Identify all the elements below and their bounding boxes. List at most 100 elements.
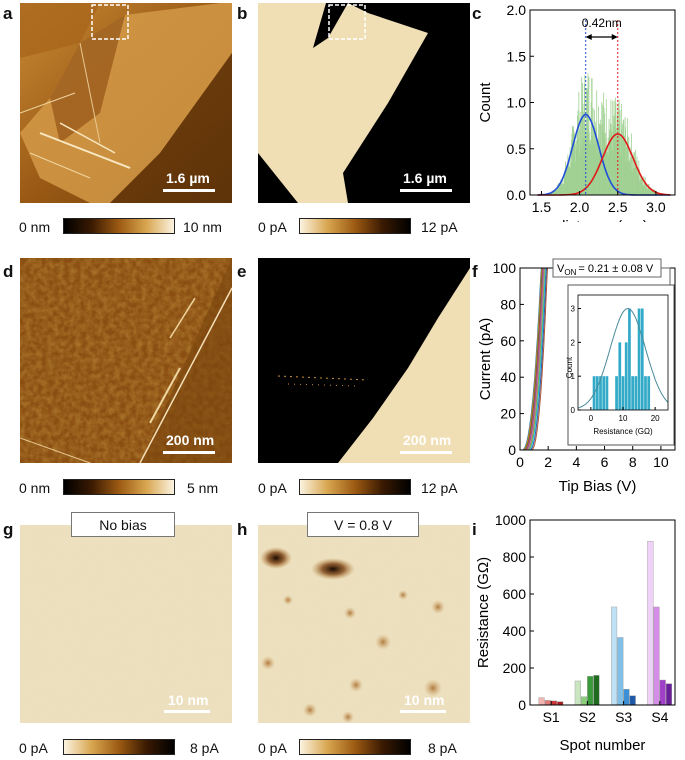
histogram-bar [561,183,563,195]
histogram-bar [598,123,600,195]
histogram-bar [589,143,591,195]
histogram-bar [562,179,564,195]
histogram-bar [620,104,622,195]
histogram-bar [558,183,560,195]
y-tick-label: 0.5 [507,141,527,157]
histogram-bar [645,187,647,195]
inset-fit-curve [577,307,669,409]
histogram-bar [557,188,559,195]
inset-x-tick-label: 20 [651,414,660,423]
histogram-bar [642,185,644,195]
histogram-bar [612,100,614,195]
histogram-bar [575,144,577,195]
y-tick-label: 100 [493,260,517,276]
colorbar-min-e: 0 pA [258,480,287,496]
histogram-bar [581,116,583,195]
histogram-bar [608,118,610,195]
panel-c-label: c [472,4,482,23]
resistance-bar [611,606,618,706]
colorbar-max-e: 12 pA [421,480,458,496]
histogram-bar [590,102,592,195]
histogram-bar [586,88,588,195]
histogram-bar [621,124,623,195]
histogram-bar [580,145,582,195]
inset-bar [618,342,622,410]
histogram-bar [644,180,646,195]
histogram-bar [630,170,632,195]
histogram-bar [564,170,566,195]
histogram-bar [638,160,640,195]
histogram-bar [593,109,595,195]
inset-y-axis-label: Count [565,356,574,378]
resistance-bar [653,606,660,706]
resistance-bar [544,700,551,706]
y-tick-label: 400 [503,623,527,639]
histogram-bar [649,187,651,195]
histogram-bar [588,132,590,195]
colorbar-d [63,479,175,495]
histogram-bar [631,171,633,195]
histogram-bar [614,115,615,195]
x-tick-label: 2 [544,454,552,470]
histogram-bar [597,139,599,195]
inset-x-axis-label: Resistance (GΩ) [593,427,653,436]
histogram-bar [639,180,641,195]
x-axis-label: Spot number [560,737,646,754]
x-tick-label: 4 [572,454,580,470]
scale-bar-a [163,189,215,192]
x-axis-label: distance (nm) [557,218,648,222]
scale-bar-label-h: 10 nm [404,692,445,708]
panel-e-label: e [237,262,247,281]
histogram-bar [631,152,633,195]
histogram-bar [622,139,624,195]
histogram-bar [560,179,562,195]
histogram-bar [567,154,569,195]
y-tick-label: 60 [500,333,516,349]
histogram-bar [550,192,552,195]
histogram-bar [641,177,643,195]
histogram-bar [631,133,632,195]
scale-bar-g [164,710,210,713]
histogram-bar [581,77,583,195]
histogram-bar [572,125,574,195]
histogram-bar [554,191,556,195]
scale-bar-label-b: 1.6 µm [403,170,447,186]
histogram-bar [642,180,643,195]
resistance-bar [593,675,600,706]
histogram-bar [621,129,623,195]
histogram-bar [551,192,553,195]
histogram-bar [558,185,560,195]
inset-y-tick-label: 0 [571,406,576,415]
inset-x-tick-label: 10 [619,414,628,423]
histogram-bar [603,92,605,195]
histogram-bar [569,166,571,195]
inset-x-tick-label: 0 [589,414,594,423]
histogram-bar [618,126,620,195]
histogram-bar [620,134,621,195]
histogram-bar [553,192,555,195]
histogram-bar [560,184,561,195]
histogram-bar [585,145,587,195]
histogram-bar [564,169,566,195]
scale-bar-label-d: 200 nm [166,432,215,448]
histogram-bar [627,160,629,195]
histogram-bar [559,183,561,195]
histogram-bar [574,135,576,195]
histogram-bar [550,193,552,195]
colorbar-b [299,218,411,234]
resistance-bar [617,637,624,706]
histogram-bar [555,188,557,195]
histogram-bar [653,189,654,195]
condition-label-g: No bias [71,512,175,537]
histogram-bar [625,126,626,195]
histogram-bar [607,145,609,195]
inset-y-tick-label: 2 [571,338,576,347]
histogram-bar [568,167,570,195]
inset-bar [595,376,599,410]
von-symbol: V [557,263,565,275]
resistance-bar-chart: S1 S2 S3 S4 0 200 400 600 800 1000 Spot number Resi… [475,512,676,754]
histogram-bar [623,135,625,195]
afm-topography-image-a [20,3,232,203]
histogram-bar [645,184,647,195]
